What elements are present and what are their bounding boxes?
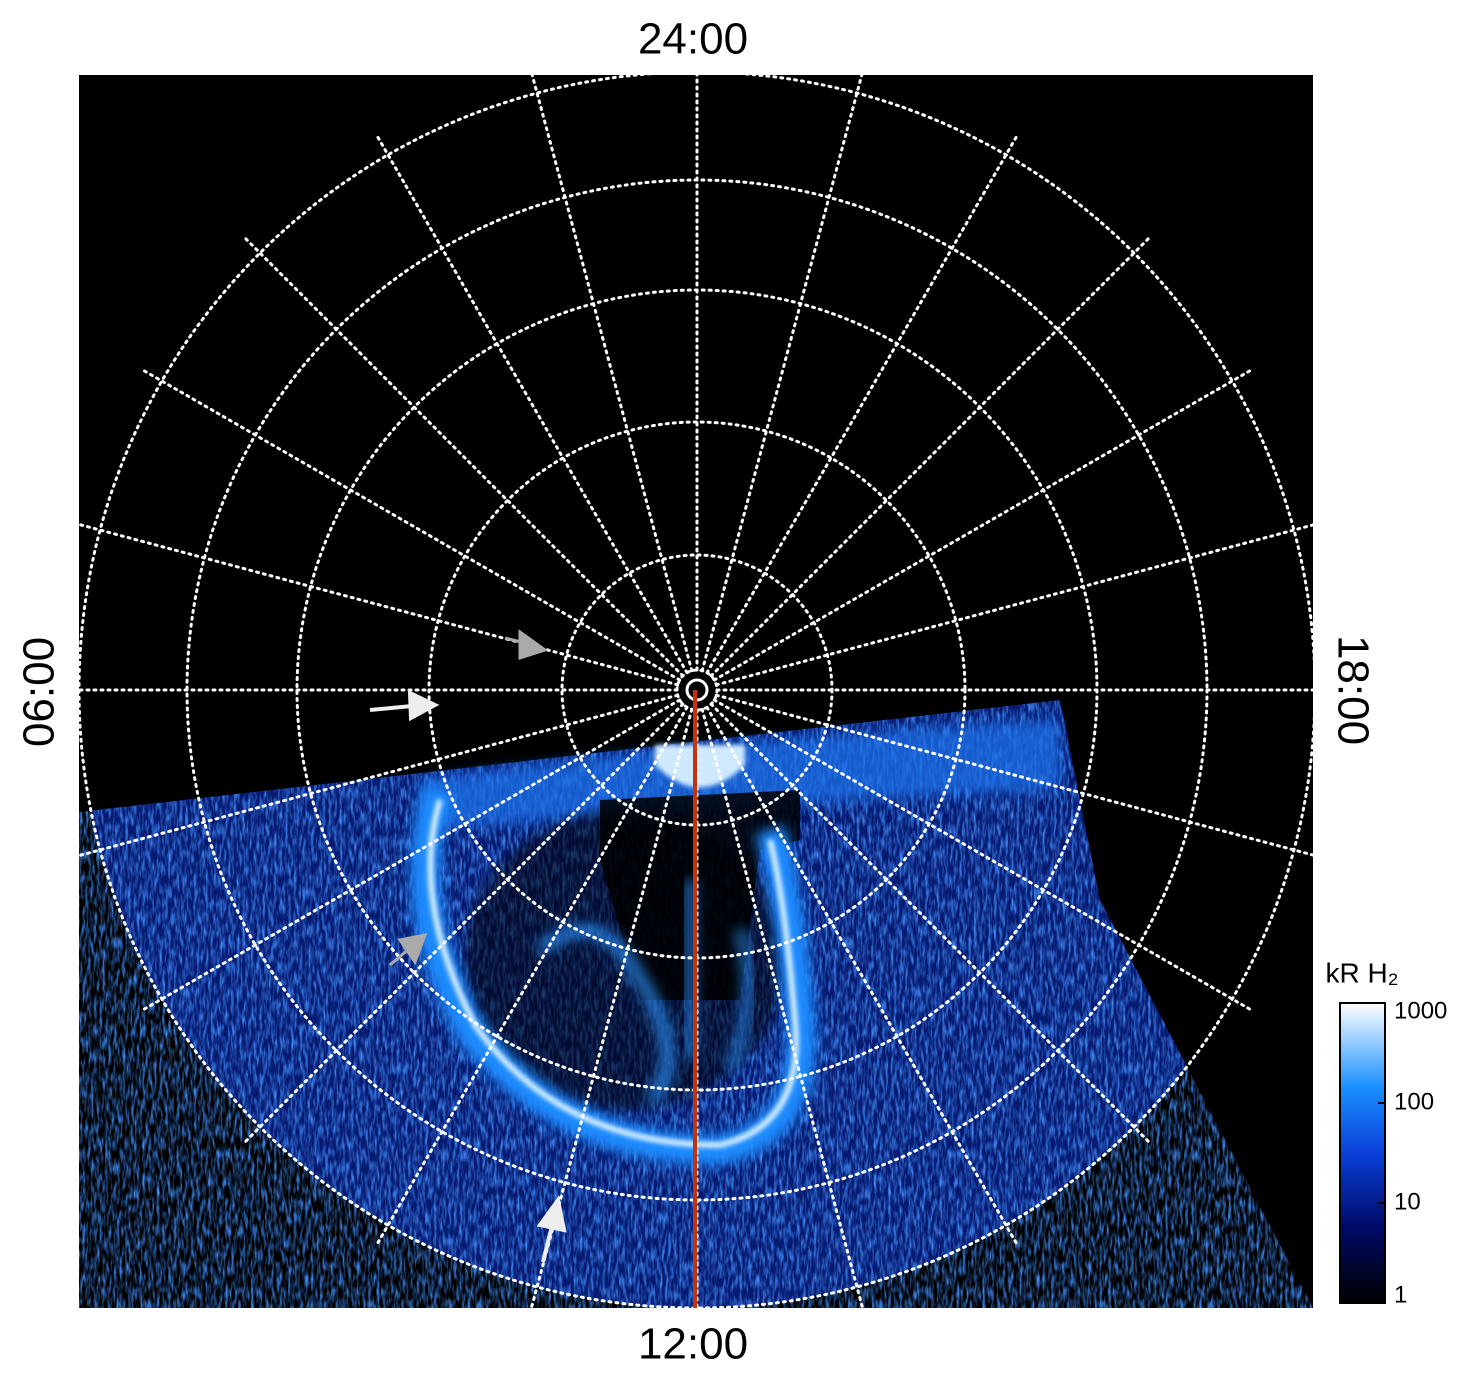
- time-label-top: 24:00: [638, 15, 748, 64]
- grid-spoke: [712, 368, 1253, 682]
- grid-spoke: [79, 693, 680, 858]
- colorbar-title: kR H₂: [1325, 957, 1398, 988]
- grid-spoke: [714, 693, 1313, 857]
- grid-spoke: [141, 698, 682, 1012]
- aurora-image: [79, 75, 1313, 1308]
- grid-spoke: [242, 702, 685, 1145]
- colorbar: kR H₂ 1000 100 10 1: [1325, 957, 1447, 1308]
- grid-spoke: [530, 75, 694, 673]
- time-label-left: 06:00: [15, 637, 64, 747]
- colorbar-scale: [1339, 1002, 1386, 1304]
- grid-spoke: [141, 368, 682, 682]
- colorbar-tick-label: 100: [1394, 1088, 1434, 1115]
- colorbar-tick-label: 1000: [1394, 997, 1447, 1024]
- grid-spoke: [705, 705, 1019, 1246]
- grid-spoke: [375, 705, 689, 1246]
- grid-spoke: [700, 707, 865, 1308]
- grid-spoke: [79, 522, 680, 687]
- grid-spoke: [709, 235, 1152, 678]
- grid-spoke: [375, 134, 689, 675]
- colorbar-tick-label: 10: [1394, 1188, 1421, 1215]
- time-label-bottom: 12:00: [638, 1320, 748, 1369]
- grid-spoke: [242, 235, 685, 678]
- grid-spoke: [714, 523, 1313, 687]
- grid-spoke: [712, 698, 1253, 1012]
- grid-spoke: [709, 702, 1152, 1145]
- colorbar-tick-label: 1: [1394, 1281, 1407, 1308]
- grid-spoke: [705, 134, 1019, 675]
- arrows: [369, 629, 567, 1263]
- grid-spoke: [700, 75, 864, 673]
- time-label-right: 18:00: [1328, 635, 1377, 745]
